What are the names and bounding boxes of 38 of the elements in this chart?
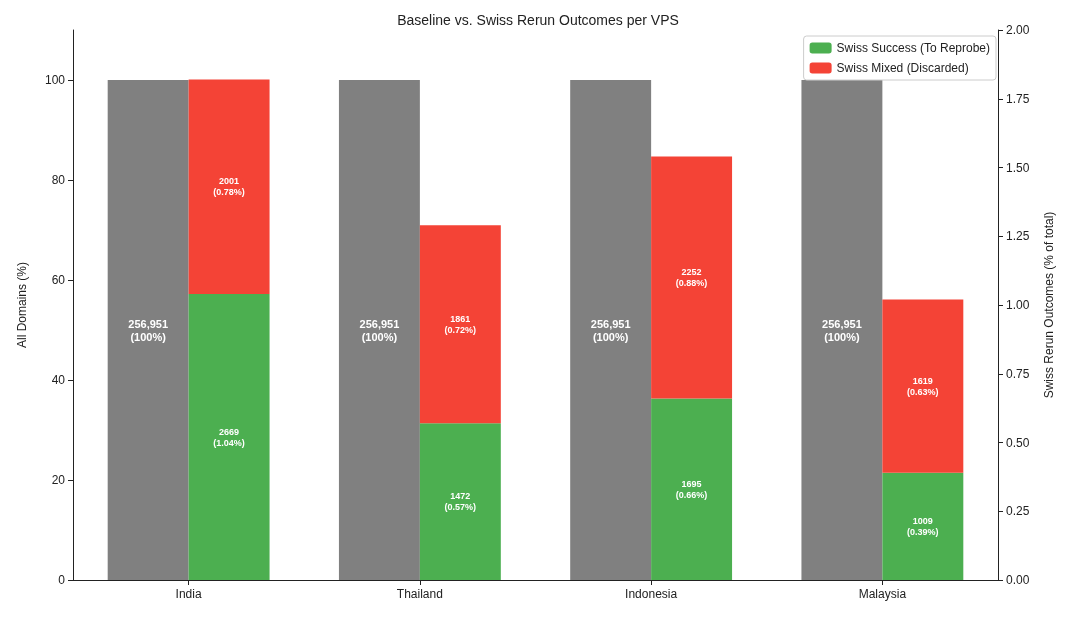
bar [419,423,501,580]
data-label: 1619 (0.63%) [907,375,939,397]
data-label: 1861 (0.72%) [444,313,477,335]
y-tick-label: 60 [51,273,66,287]
data-label: 256,951 (100%) [359,317,400,343]
legend-label: Swiss Success (To Reprobe) [836,41,990,55]
x-tick-label: India [175,587,202,601]
data-label: 1009 (0.39%) [907,515,939,537]
chart-title: Baseline vs. Swiss Rerun Outcomes per VPS [397,12,679,28]
data-label: 256,951 (100%) [590,317,631,343]
data-label: 1695 (0.66%) [675,478,708,500]
y2-tick-label: 1.25 [1006,229,1030,244]
y2-tick-label: 0.75 [1006,366,1030,381]
y2-tick-label: 2.00 [1006,23,1030,37]
data-label: 1472 (0.57%) [444,491,477,513]
bar [882,472,964,580]
x-tick-label: Indonesia [625,587,678,601]
y2-tick-label: 1.75 [1006,91,1030,106]
y2-tick-label: 1.00 [1006,298,1030,312]
x-tick-label: Malaysia [858,587,907,601]
y2-tick-label: 1.50 [1006,160,1030,175]
y2-tick-label: 0.00 [1006,573,1030,587]
y-tick-label: 100 [44,73,66,87]
y-tick-label: 80 [51,173,66,187]
legend-label: Swiss Mixed (Discarded) [836,61,969,75]
y-tick-label: 20 [51,473,66,487]
y-tick-label: 40 [51,373,66,387]
data-label: 2252 (0.88%) [675,267,708,288]
y-tick-label: 0 [58,573,66,587]
y2-tick-label: 0.50 [1006,435,1030,450]
data-label: 256,951 (100%) [128,317,169,343]
data-label: 2669 (1.04%) [213,426,245,448]
x-tick-label: Thailand [396,587,443,601]
y-axis-title: All Domains (%) [15,261,29,349]
data-label: 2001 (0.78%) [213,176,245,198]
y2-axis-title: Swiss Rerun Outcomes (% of total) [1042,211,1056,399]
y2-tick-label: 0.25 [1006,504,1030,519]
data-label: 256,951 (100%) [822,317,862,343]
